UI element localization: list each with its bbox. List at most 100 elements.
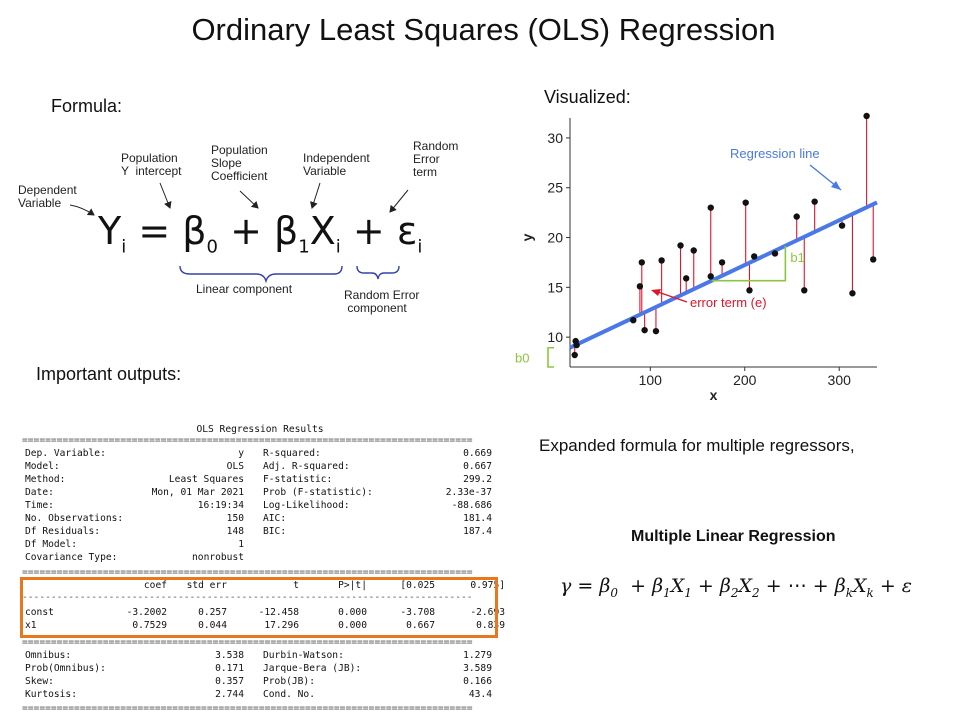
b0-label: b0	[515, 350, 529, 365]
model-info-value: Mon, 01 Mar 2021	[151, 487, 244, 498]
fit-stat-value: 299.2	[463, 474, 492, 485]
data-point	[771, 250, 779, 257]
eq-x: X	[309, 209, 336, 253]
model-info-label: Covariance Type:	[25, 552, 118, 563]
fit-stat-value: -88.686	[451, 500, 492, 511]
mlr-plus5: +	[879, 575, 896, 597]
random-error-component-label: Random Error component	[344, 288, 420, 315]
diagnostic-label: Durbin-Watson:	[263, 650, 344, 661]
data-point	[573, 341, 580, 349]
eq-beta0: β	[182, 209, 207, 253]
y-axis-label: y	[519, 233, 535, 241]
ols-results-table: OLS Regression Results =================…	[20, 420, 505, 716]
y-tick-label: 30	[547, 130, 563, 146]
coef-highlight-box	[20, 577, 498, 638]
fit-stat-label: R-squared:	[263, 448, 321, 459]
mlr-plus2: +	[697, 575, 714, 597]
model-info-row: Date: Mon, 01 Mar 2021 Prob (F-statistic):…	[22, 487, 502, 500]
coef-value: 0.000	[338, 607, 367, 618]
data-point	[658, 257, 665, 264]
mlr-x2: X	[738, 575, 753, 597]
separator-double: ========================================…	[22, 637, 473, 648]
dependent-arrow	[69, 204, 95, 216]
data-point	[707, 273, 714, 280]
eq-epsilon: ε	[396, 209, 418, 253]
diagnostic-label: Prob(JB):	[263, 676, 315, 687]
mlr-s2a: 2	[730, 585, 739, 600]
eq-plus2: +	[352, 209, 385, 253]
diagnostic-value: 0.166	[463, 676, 492, 687]
coef-term-name: const	[25, 607, 54, 618]
separator-double: ========================================…	[22, 703, 473, 714]
mlr-beta2: β	[719, 575, 731, 597]
coef-header-cell: 0.975]	[470, 580, 505, 591]
eq-sub-i2: i	[335, 236, 341, 258]
model-info-value: 1	[238, 539, 244, 550]
page-title: Ordinary Least Squares (OLS) Regression	[191, 12, 776, 47]
coef-header-row: coef std err t P>|t| [0.025 0.975]	[22, 580, 505, 593]
model-info-value: 16:19:34	[197, 500, 244, 511]
coef-header-cell: std err	[186, 580, 227, 591]
diagnostic-label: Omnibus:	[25, 650, 72, 661]
data-point	[746, 287, 753, 294]
coef-value: 0.7529	[132, 620, 167, 631]
formula-heading: Formula:	[51, 96, 123, 116]
mlr-epsilon: ε	[901, 575, 912, 597]
error-label-arrowhead	[651, 289, 661, 296]
mlr-eq: =	[577, 575, 594, 597]
model-info-row: Covariance Type: nonrobust	[22, 552, 502, 565]
data-point	[707, 204, 714, 211]
mlr-beta1: β	[652, 575, 664, 597]
diagnostic-row: Omnibus: 3.538 Durbin-Watson: 1.279	[22, 650, 502, 663]
eq-plus: +	[230, 209, 262, 253]
eq-y: Y	[98, 209, 122, 253]
model-info-label: No. Observations:	[25, 513, 124, 524]
coef-term-name: x1	[25, 620, 37, 631]
model-info-label: Time:	[25, 500, 54, 511]
diagnostic-label: Cond. No.	[263, 689, 315, 700]
x-tick-label: 300	[828, 372, 852, 388]
slope-triangle	[711, 245, 787, 282]
dependent-variable-label: Dependent Variable	[18, 183, 77, 210]
diagnostic-label: Prob(Omnibus):	[25, 663, 106, 674]
diagnostic-label: Kurtosis:	[25, 689, 77, 700]
mlr-plus1: +	[630, 575, 647, 597]
fit-stat-label: AIC:	[263, 513, 287, 524]
data-point	[682, 275, 690, 282]
data-point	[849, 290, 856, 297]
intercept-bracket	[547, 346, 554, 368]
data-point	[801, 287, 808, 294]
model-info-value: OLS	[226, 461, 244, 472]
mlr-s1b: 1	[684, 585, 692, 600]
data-point	[742, 199, 749, 206]
visualized-heading: Visualized:	[544, 87, 631, 107]
coef-value: -12.458	[258, 607, 299, 618]
independent-variable-label: Independent Variable	[303, 151, 370, 178]
eq-sub-i: i	[121, 236, 127, 258]
mlr-beta0: β	[599, 575, 611, 597]
coef-header-cell: P>|t|	[338, 580, 367, 591]
data-point	[641, 326, 648, 334]
fit-stat-value: 181.4	[463, 513, 492, 524]
coef-value: -2.693	[470, 607, 505, 618]
ols-title: OLS Regression Results	[196, 424, 324, 435]
model-info-label: Date:	[25, 487, 54, 498]
eq-equals: =	[138, 209, 171, 253]
separator-single: ----------------------------------------…	[22, 592, 473, 603]
model-info-row: Df Residuals: 148 BIC: 187.4	[22, 526, 502, 539]
x-tick-label: 200	[733, 372, 757, 388]
mlr-s1a: 1	[663, 585, 671, 600]
regression-scatter-chart: 10 15 20 25 30 100 200 300 x y b1 b0 Regression line…	[515, 112, 878, 400]
diagnostic-value: 1.279	[463, 650, 492, 661]
slope-label: Population Slope Coefficient	[211, 143, 268, 183]
diagnostic-row: Skew: 0.357 Prob(JB): 0.166	[22, 676, 502, 689]
model-info-row: Method: Least Squares F-statistic: 299.2	[22, 474, 502, 487]
regression-line	[569, 200, 878, 350]
data-point	[863, 112, 870, 120]
model-info-value: y	[238, 448, 244, 459]
independent-arrow	[310, 182, 321, 209]
model-info-value: nonrobust	[192, 552, 244, 563]
diagnostic-value: 3.589	[463, 663, 492, 674]
y-tick-label: 25	[547, 180, 563, 196]
intercept-label: Population Y intercept	[121, 151, 182, 178]
